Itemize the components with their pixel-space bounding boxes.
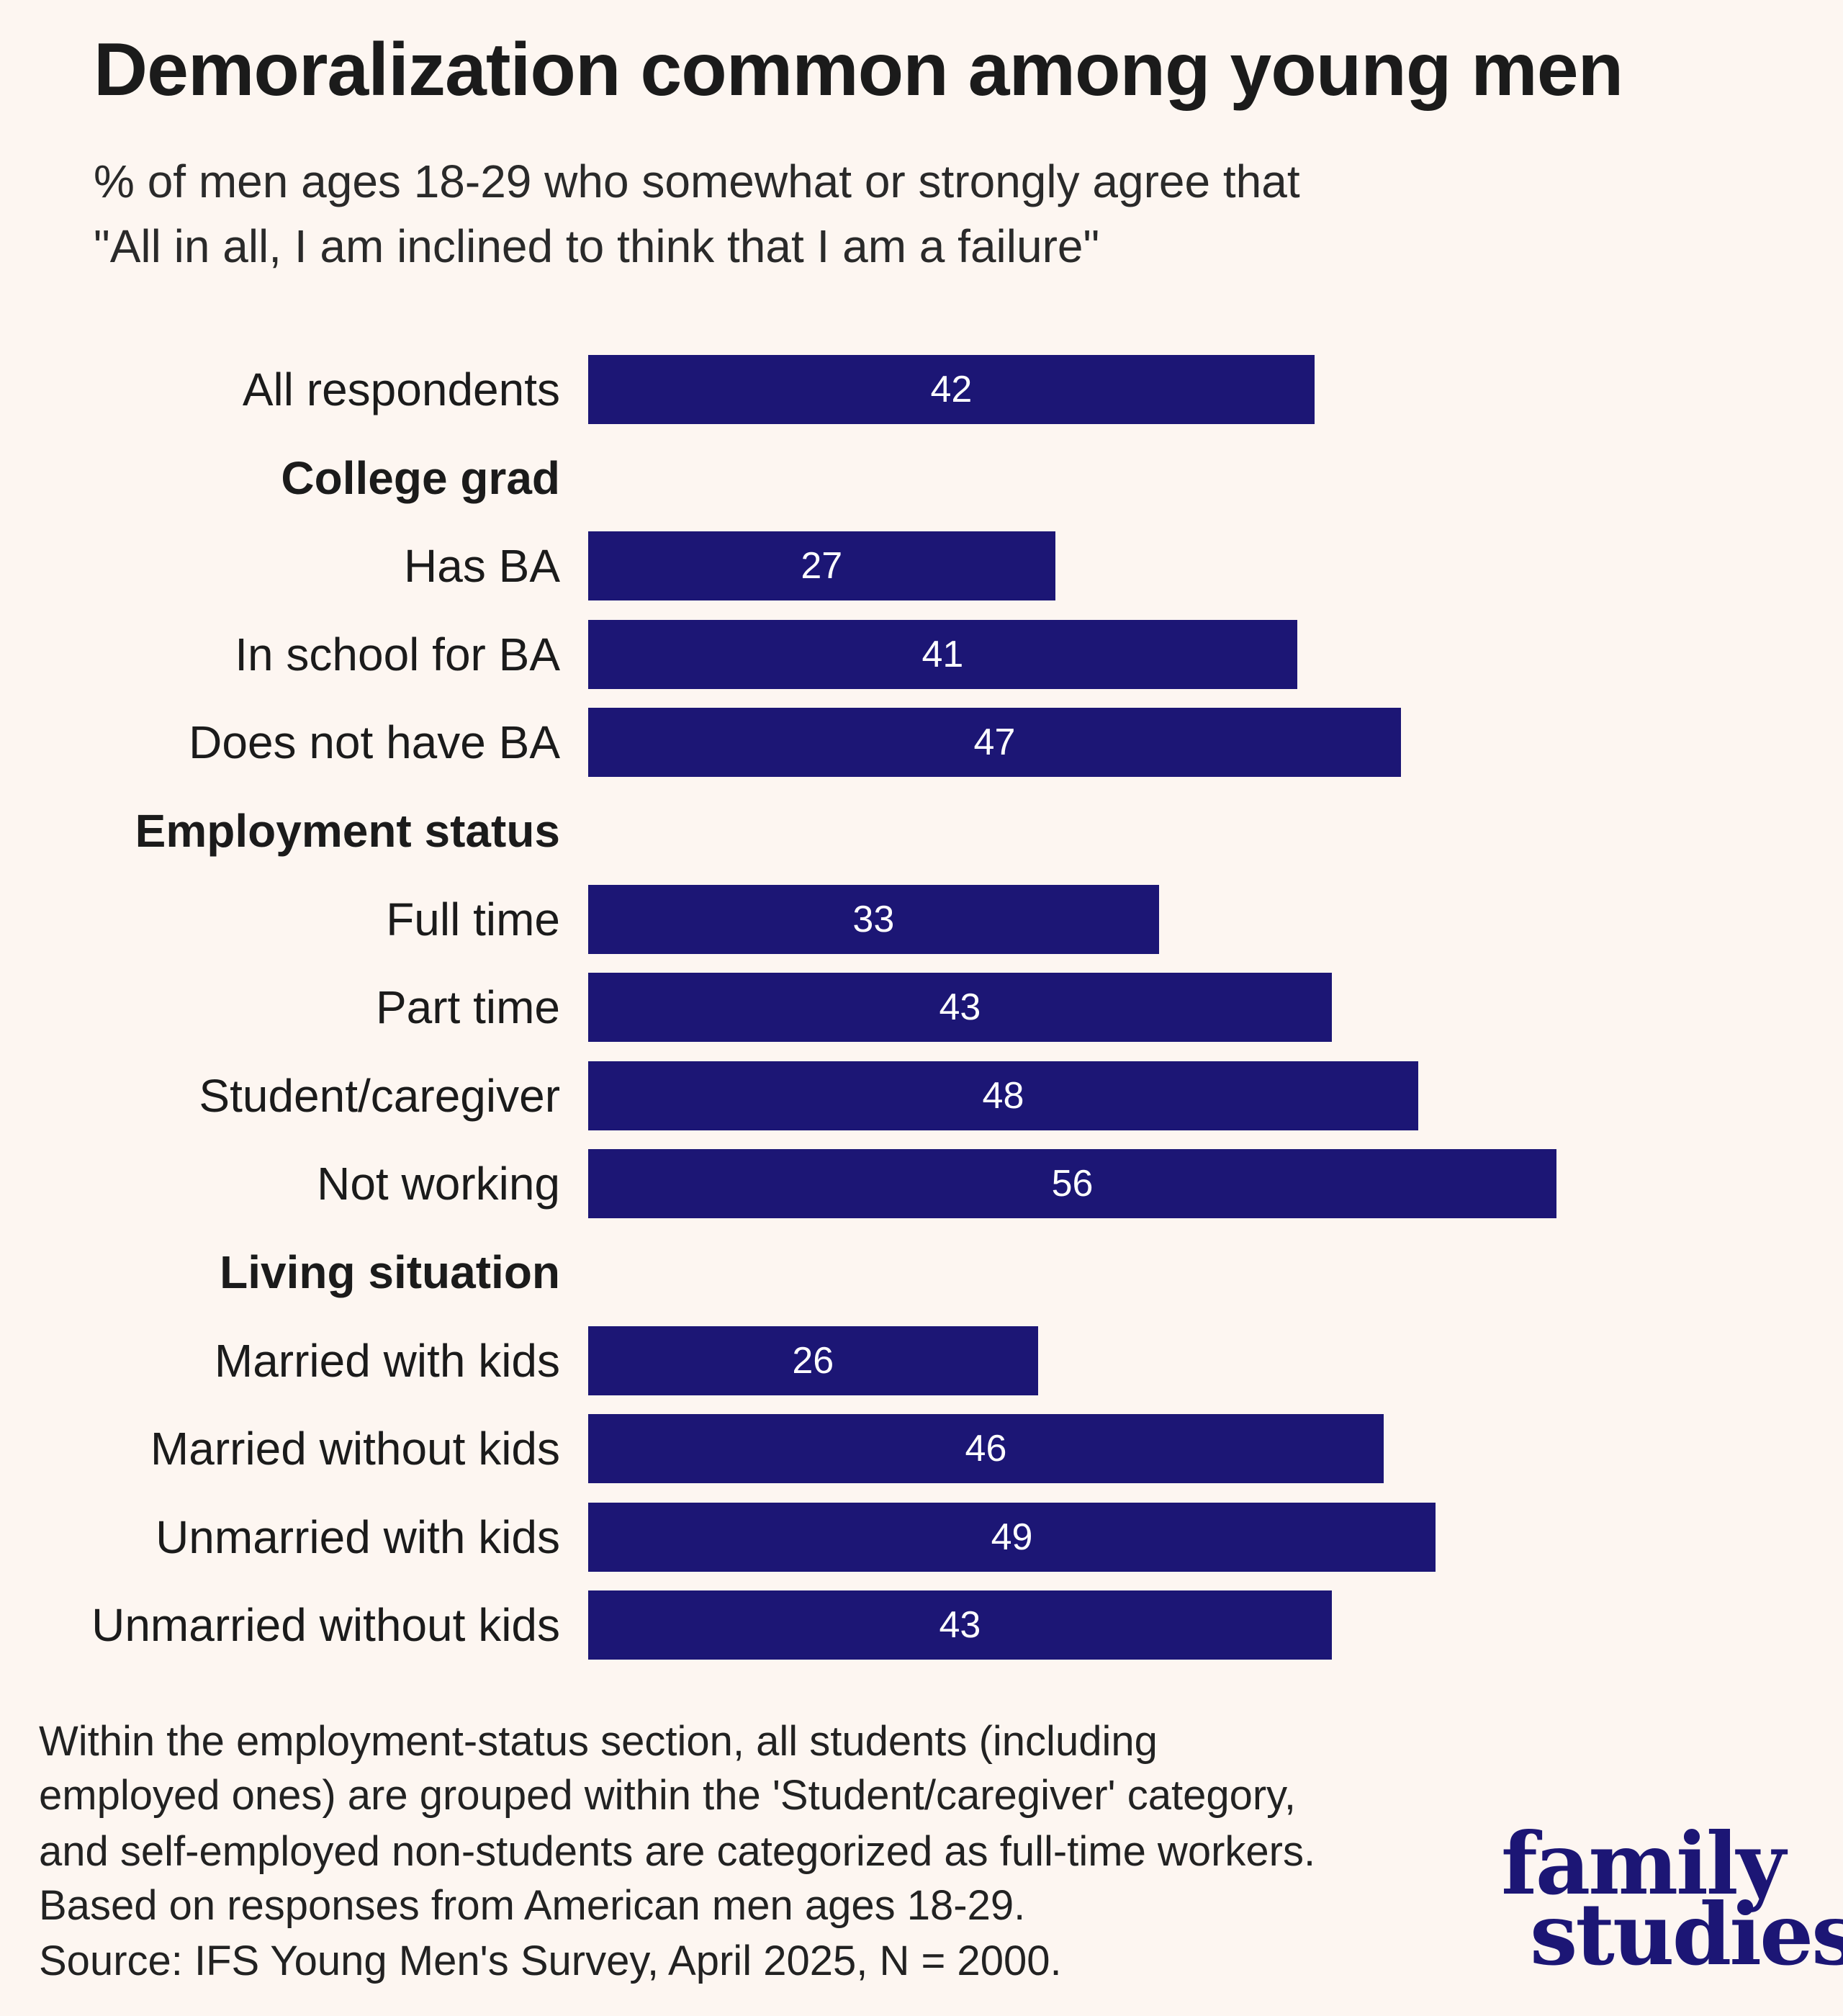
group-header: College grad bbox=[281, 451, 560, 504]
footnote-line-5: Source: IFS Young Men's Survey, April 20… bbox=[39, 1938, 1062, 1984]
category-label: Part time bbox=[375, 981, 560, 1034]
footnote-line-1: Within the employment-status section, al… bbox=[39, 1718, 1158, 1765]
bar bbox=[588, 1061, 1418, 1130]
chart-title: Demoralization common among young men bbox=[94, 28, 1623, 112]
category-label: Full time bbox=[386, 893, 560, 945]
chart-subtitle-line-1: % of men ages 18-29 who somewhat or stro… bbox=[94, 156, 1300, 207]
bar bbox=[588, 1590, 1332, 1660]
group-header: Living situation bbox=[220, 1246, 560, 1298]
category-label: Unmarried with kids bbox=[156, 1511, 560, 1563]
bar bbox=[588, 619, 1297, 689]
category-label: Unmarried without kids bbox=[91, 1599, 560, 1652]
bar bbox=[588, 355, 1315, 424]
bar bbox=[588, 708, 1401, 778]
footnote-line-4: Based on responses from American men age… bbox=[39, 1882, 1026, 1929]
group-header: Employment status bbox=[135, 805, 560, 857]
category-label: Not working bbox=[317, 1158, 560, 1210]
family-studies-logo: family studies bbox=[1501, 1814, 1843, 1984]
bar bbox=[588, 1149, 1557, 1219]
logo-line-2: studies bbox=[1530, 1884, 1843, 1984]
logo-line-1: family bbox=[1501, 1814, 1785, 1914]
bar-chart: All respondents 42 College grad Has BA 27 In … bbox=[91, 355, 1557, 1660]
bar-value-label: 26 bbox=[792, 1339, 834, 1382]
bar-value-label: 56 bbox=[1051, 1163, 1094, 1205]
bar bbox=[588, 884, 1159, 954]
footnote-line-2: employed ones) are grouped within the 'S… bbox=[39, 1772, 1296, 1819]
bar-value-label: 48 bbox=[982, 1074, 1024, 1117]
bar-value-label: 49 bbox=[991, 1516, 1033, 1558]
bar-value-label: 47 bbox=[973, 721, 1016, 764]
bar-value-label: 43 bbox=[939, 986, 981, 1029]
category-label: In school for BA bbox=[235, 628, 560, 680]
bar bbox=[588, 973, 1332, 1043]
bar bbox=[588, 1414, 1384, 1484]
bar-value-label: 27 bbox=[801, 545, 843, 588]
bar bbox=[588, 531, 1055, 601]
category-label: Has BA bbox=[404, 540, 560, 593]
category-label: Married with kids bbox=[214, 1334, 560, 1387]
footnote-line-3: and self-employed non-students are categ… bbox=[39, 1828, 1316, 1875]
bar-value-label: 33 bbox=[852, 898, 895, 940]
bar bbox=[588, 1502, 1436, 1572]
bar-value-label: 46 bbox=[965, 1428, 1007, 1470]
category-label: Does not have BA bbox=[189, 716, 560, 769]
category-label: All respondents bbox=[242, 364, 560, 415]
chart-subtitle-line-2: "All in all, I am inclined to think that… bbox=[94, 220, 1100, 272]
bar bbox=[588, 1326, 1038, 1395]
category-label: Married without kids bbox=[150, 1423, 560, 1475]
bar-value-label: 42 bbox=[930, 369, 973, 410]
bar-value-label: 41 bbox=[922, 633, 964, 675]
category-label: Student/caregiver bbox=[199, 1069, 560, 1122]
bar-value-label: 43 bbox=[939, 1604, 981, 1647]
